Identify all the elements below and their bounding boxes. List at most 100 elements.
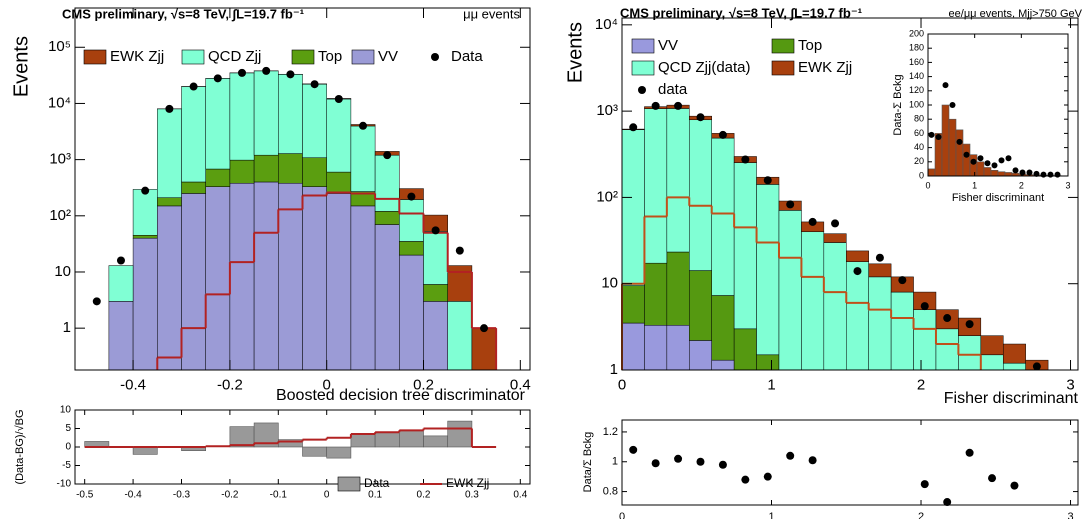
data-point [741, 155, 750, 164]
data-point [956, 138, 963, 145]
data-point [1026, 169, 1033, 176]
y-tick-label: 0 [919, 170, 924, 180]
stack-segment [205, 168, 231, 187]
data-point [988, 474, 997, 483]
stack-segment [846, 250, 869, 262]
data-point [696, 457, 705, 466]
stack-segment [253, 154, 279, 183]
data-point [431, 226, 440, 235]
y-tick-label: 1 [63, 319, 71, 336]
x-tick-label: 1 [972, 180, 977, 190]
stack-segment [689, 270, 712, 341]
stack-segment [778, 210, 802, 371]
stack-segment [132, 235, 158, 239]
stack-segment [326, 98, 352, 173]
y-tick-label: 0.8 [603, 485, 618, 497]
data-point [1054, 171, 1061, 178]
stack-segment [132, 189, 158, 236]
stack-segment [756, 184, 780, 356]
data-point [963, 151, 970, 158]
data-point [898, 276, 907, 285]
data-point [965, 320, 974, 329]
stack-segment [666, 251, 690, 326]
stack-segment [229, 182, 255, 371]
data-point [92, 297, 101, 306]
bar [350, 433, 376, 448]
stack-segment [644, 262, 668, 326]
y-tick-label: 10³ [596, 102, 618, 119]
data-point [674, 101, 683, 110]
x-tick-label: 0.2 [417, 490, 431, 501]
data-point [480, 324, 489, 333]
bar [423, 435, 449, 448]
y-tick-label: 10 [54, 263, 71, 280]
y-tick-label: 1 [612, 456, 618, 468]
x-tick-label: 0.1 [368, 490, 382, 501]
legend-label: EWK Zjj [798, 59, 852, 76]
data-point [928, 131, 935, 138]
y-tick-label: 100 [909, 99, 924, 109]
y-tick-label: 140 [909, 71, 924, 81]
y-tick-label: 10² [596, 188, 618, 205]
stack-segment [1002, 343, 1026, 364]
stack-segment [621, 129, 645, 286]
stack-segment [278, 153, 303, 184]
legend-symbol [291, 49, 315, 65]
stack-segment [823, 242, 847, 371]
bar [990, 170, 999, 177]
data-point [920, 480, 929, 489]
x-tick-label: 2 [918, 511, 924, 519]
x-tick-label: -0.3 [173, 490, 191, 501]
data-point [407, 192, 416, 201]
x-tick-label: 0 [324, 490, 330, 501]
stack-segment [733, 162, 757, 330]
stack-segment [350, 205, 376, 371]
stack-segment [621, 322, 645, 371]
data-point [116, 256, 125, 265]
legend-symbol [351, 49, 375, 65]
x-tick-label: 3 [1067, 511, 1073, 519]
subtitle: μμ events [463, 6, 520, 21]
stack-segment [399, 254, 424, 371]
data-point [763, 176, 772, 185]
data-point [718, 130, 727, 139]
data-point [786, 451, 795, 460]
stack-segment [868, 263, 892, 278]
y-tick-label: 200 [909, 28, 924, 38]
title: CMS preliminary, √s=8 TeV, ∫L=19.7 fb⁻¹ [62, 6, 304, 21]
y-label: Events [564, 22, 586, 83]
x-tick-label: 0 [323, 376, 331, 393]
data-point [991, 162, 998, 169]
data-point [1019, 169, 1026, 176]
data-point [165, 104, 174, 113]
legend-label: EWK Zjj [110, 48, 164, 65]
legend-symbol [771, 60, 795, 76]
stack-segment [868, 276, 892, 371]
stack-segment [278, 74, 303, 154]
stack-segment [890, 291, 914, 371]
x-tick-label: 0 [925, 180, 930, 190]
stack-segment [801, 231, 825, 371]
stack-segment [711, 359, 735, 371]
bar [399, 430, 424, 448]
y-tick-label: -5 [62, 460, 71, 471]
y-tick-label: 10³ [49, 151, 71, 168]
y-label: Data-Σ Bckg [892, 74, 904, 135]
stack-segment [108, 301, 134, 371]
stack-segment [302, 83, 327, 158]
data-point [213, 74, 222, 83]
bar [132, 446, 158, 455]
plot-frame [621, 419, 1079, 506]
legend-symbol [771, 38, 795, 54]
legend-label: Top [318, 48, 342, 65]
bar [927, 168, 936, 177]
data-point [286, 70, 295, 79]
stack-segment [205, 186, 231, 371]
data-point [935, 133, 942, 140]
data-point [965, 448, 974, 457]
data-point [455, 246, 464, 255]
stack-segment [980, 335, 1004, 356]
y-tick-label: 10 [601, 275, 618, 292]
y-tick-label: 1.2 [603, 426, 618, 438]
